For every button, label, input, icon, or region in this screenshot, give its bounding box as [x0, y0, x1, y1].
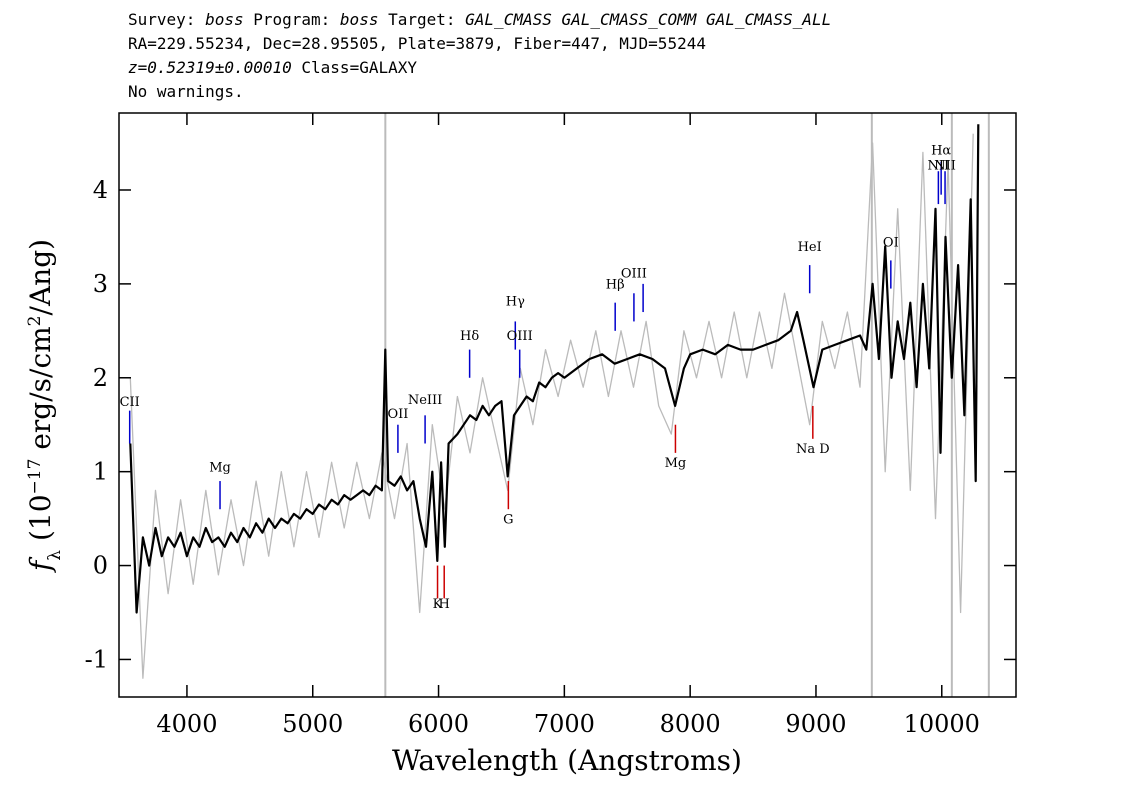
x-tick-label: 10000 — [904, 710, 980, 738]
line-label: Hγ — [506, 294, 525, 309]
line-label: Hδ — [460, 329, 479, 344]
y-axis-label-part: −17 — [25, 459, 45, 495]
line-label: NII — [934, 158, 956, 173]
line-label: OIII — [507, 329, 533, 344]
y-tick-label: 0 — [93, 552, 108, 580]
header-text: Survey: — [128, 10, 205, 29]
line-label: OII — [387, 407, 408, 422]
y-axis-label: fλ (10−17 erg/s/cm2/Ang) — [24, 239, 65, 573]
spectrum-line — [129, 124, 980, 614]
line-label: Mg — [665, 456, 687, 471]
line-label: H — [439, 597, 450, 612]
line-label: G — [503, 512, 513, 527]
line-label: Na D — [796, 442, 830, 457]
spectrum-line — [129, 133, 974, 679]
y-axis-label-part: (10 — [24, 494, 57, 549]
header-text: boss — [205, 10, 244, 29]
line-label: HeI — [798, 240, 822, 255]
y-tick-label: 2 — [93, 364, 108, 392]
y-tick-label: -1 — [85, 645, 108, 673]
x-axis-label: Wavelength (Angstroms) — [392, 744, 742, 777]
header-text: z=0.52319±0.00010 — [128, 58, 292, 77]
line-label: NeIII — [408, 393, 442, 408]
y-axis-label-part: λ — [45, 550, 65, 561]
y-axis-label-part: /Ang) — [24, 239, 57, 316]
y-axis-label-part: 2 — [25, 315, 45, 326]
line-label: CII — [120, 395, 140, 410]
x-tick-label: 4000 — [156, 710, 217, 738]
x-tick-label: 8000 — [660, 710, 721, 738]
line-label: NII — [928, 158, 950, 173]
x-tick-label: 6000 — [408, 710, 469, 738]
x-tick-label: 5000 — [282, 710, 343, 738]
header-line: No warnings. — [128, 82, 244, 101]
axes: 4000 5000 6000 7000 8000 9000 10000 -1 0 1 2 3 4 — [85, 113, 1016, 738]
y-tick-label: 3 — [93, 270, 108, 298]
header-text: boss — [340, 10, 379, 29]
axes-frame — [118, 112, 1017, 698]
header-text: RA=229.55234, Dec=28.95505, Plate=3879, … — [128, 34, 706, 53]
header: Survey: boss Program: boss Target: GAL_C… — [128, 10, 831, 101]
x-tick-label: 9000 — [785, 710, 846, 738]
header-text: Class=GALAXY — [292, 58, 418, 77]
y-tick-label: 1 — [93, 458, 108, 486]
header-text: No warnings. — [128, 82, 244, 101]
y-axis-label-part: erg/s/cm — [24, 326, 57, 458]
header-text: Target: — [378, 10, 465, 29]
line-label: OIII — [621, 266, 647, 281]
x-tick-label: 7000 — [534, 710, 595, 738]
y-tick-label: 4 — [93, 176, 108, 204]
line-label: Mg — [209, 461, 231, 476]
header-text: Program: — [244, 10, 340, 29]
header-text: GAL_CMASS GAL_CMASS_COMM GAL_CMASS_ALL — [465, 10, 831, 29]
line-label: K — [433, 597, 443, 612]
header-line: RA=229.55234, Dec=28.95505, Plate=3879, … — [128, 34, 706, 53]
plot-area — [128, 113, 990, 697]
line-label: OI — [883, 235, 899, 250]
header-line: Survey: boss Program: boss Target: GAL_C… — [128, 10, 831, 29]
line-label: Hβ — [606, 278, 625, 293]
header-line: z=0.52319±0.00010 Class=GALAXY — [128, 58, 417, 77]
line-label: Hα — [931, 143, 951, 158]
